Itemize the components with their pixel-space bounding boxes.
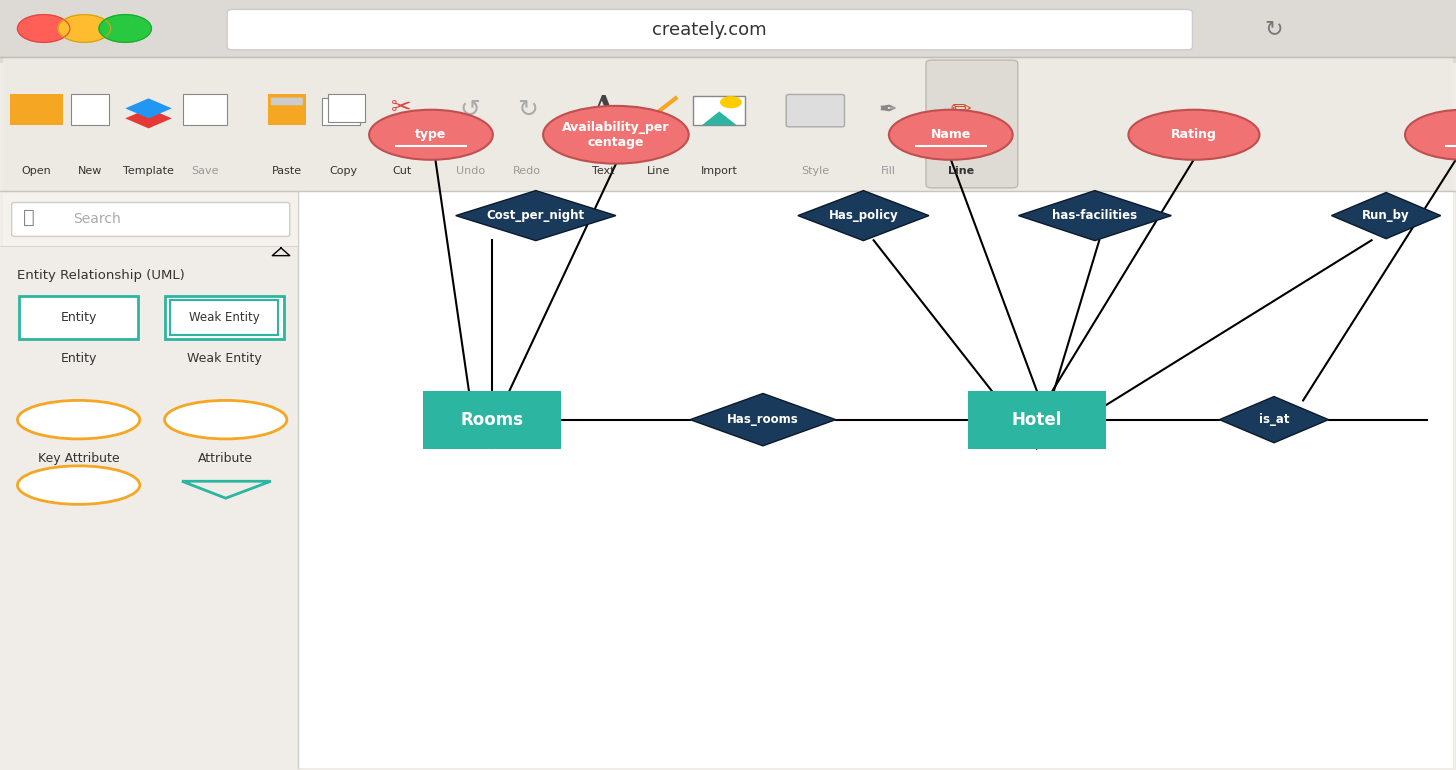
Polygon shape <box>1019 191 1172 240</box>
Text: Line: Line <box>646 166 670 176</box>
FancyBboxPatch shape <box>183 95 227 126</box>
FancyBboxPatch shape <box>227 9 1192 50</box>
Text: ↺: ↺ <box>460 98 480 122</box>
Text: Cost_per_night: Cost_per_night <box>486 209 585 222</box>
Text: Search: Search <box>73 213 121 226</box>
Text: Entity Relationship (UML): Entity Relationship (UML) <box>17 270 185 282</box>
Polygon shape <box>125 109 172 129</box>
FancyBboxPatch shape <box>0 0 1456 63</box>
Text: Rating: Rating <box>1171 129 1217 141</box>
Text: Copy: Copy <box>329 166 358 176</box>
Text: Weak Entity: Weak Entity <box>186 352 262 364</box>
Text: Save: Save <box>192 166 218 176</box>
Polygon shape <box>1331 192 1441 239</box>
Text: Weak Entity: Weak Entity <box>189 311 259 324</box>
FancyBboxPatch shape <box>271 98 303 105</box>
Text: Open: Open <box>22 166 51 176</box>
Text: ✏: ✏ <box>951 98 971 122</box>
FancyBboxPatch shape <box>926 60 1018 188</box>
Text: Line: Line <box>948 166 974 176</box>
Text: ↻: ↻ <box>517 98 537 122</box>
Ellipse shape <box>1405 110 1456 160</box>
Text: ⌕: ⌕ <box>23 208 35 226</box>
Text: ↻: ↻ <box>1265 19 1283 39</box>
Text: Has_rooms: Has_rooms <box>727 413 799 426</box>
Text: ✒: ✒ <box>879 100 897 120</box>
FancyBboxPatch shape <box>322 98 360 126</box>
FancyBboxPatch shape <box>3 57 1453 191</box>
Text: type: type <box>415 129 447 141</box>
Text: is_at: is_at <box>1259 413 1289 426</box>
Ellipse shape <box>165 400 287 439</box>
Text: New: New <box>79 166 102 176</box>
FancyBboxPatch shape <box>19 296 138 339</box>
Polygon shape <box>798 191 929 240</box>
Ellipse shape <box>370 110 492 160</box>
FancyBboxPatch shape <box>10 95 63 126</box>
Circle shape <box>17 15 70 42</box>
Text: Entity: Entity <box>61 352 96 364</box>
Text: Import: Import <box>700 166 738 176</box>
FancyBboxPatch shape <box>165 296 284 339</box>
Text: Style: Style <box>801 166 830 176</box>
Text: Entity: Entity <box>61 311 96 324</box>
Text: Paste: Paste <box>272 166 301 176</box>
Text: Text: Text <box>591 166 614 176</box>
Text: Hotel: Hotel <box>1012 410 1061 429</box>
Polygon shape <box>125 99 172 119</box>
FancyBboxPatch shape <box>786 95 844 127</box>
Circle shape <box>721 97 741 108</box>
Ellipse shape <box>1128 110 1259 160</box>
FancyBboxPatch shape <box>10 95 32 102</box>
FancyBboxPatch shape <box>268 95 306 126</box>
Polygon shape <box>1220 397 1328 443</box>
FancyBboxPatch shape <box>328 95 365 122</box>
Text: Has_policy: Has_policy <box>828 209 898 222</box>
FancyBboxPatch shape <box>967 390 1107 448</box>
Ellipse shape <box>17 466 140 504</box>
Ellipse shape <box>543 105 689 164</box>
Polygon shape <box>702 112 737 126</box>
Ellipse shape <box>17 400 140 439</box>
Text: Redo: Redo <box>513 166 542 176</box>
Text: ✂: ✂ <box>392 96 412 120</box>
FancyBboxPatch shape <box>3 191 301 768</box>
Text: Cut: Cut <box>392 166 412 176</box>
FancyBboxPatch shape <box>12 203 290 236</box>
FancyBboxPatch shape <box>693 96 745 126</box>
Text: creately.com: creately.com <box>652 21 767 38</box>
FancyBboxPatch shape <box>424 390 562 448</box>
Text: Key Attribute: Key Attribute <box>38 452 119 464</box>
Text: Name: Name <box>930 129 971 141</box>
FancyBboxPatch shape <box>3 192 298 246</box>
Text: Rooms: Rooms <box>460 410 524 429</box>
Polygon shape <box>456 191 616 240</box>
Text: Run_by: Run_by <box>1363 209 1409 222</box>
Text: Attribute: Attribute <box>198 452 253 464</box>
Circle shape <box>58 15 111 42</box>
Text: Fill: Fill <box>881 166 895 176</box>
Circle shape <box>99 15 151 42</box>
Text: A: A <box>591 95 614 126</box>
Ellipse shape <box>888 110 1013 160</box>
Text: Availability_per
centage: Availability_per centage <box>562 121 670 149</box>
Text: has-facilities: has-facilities <box>1053 209 1137 222</box>
Polygon shape <box>690 393 836 446</box>
Text: Undo: Undo <box>456 166 485 176</box>
Text: Template: Template <box>124 166 173 176</box>
FancyBboxPatch shape <box>298 191 1453 768</box>
FancyBboxPatch shape <box>170 300 278 335</box>
FancyBboxPatch shape <box>71 95 109 126</box>
